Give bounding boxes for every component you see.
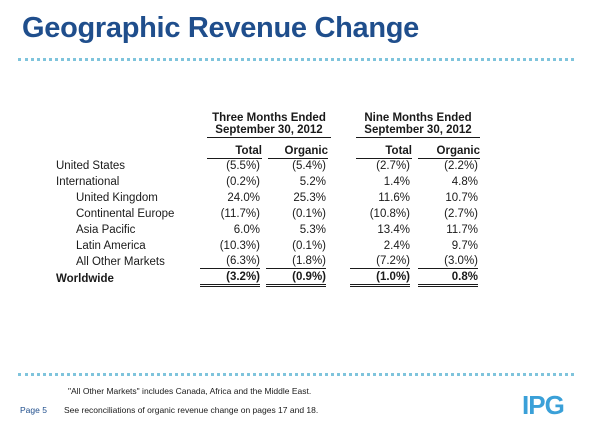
cell-total-3m: (0.2%) <box>226 176 260 188</box>
cell-total-3m: (5.5%) <box>226 160 260 172</box>
row-label: Latin America <box>76 240 146 252</box>
cell-organic-9m: 9.7% <box>451 240 478 252</box>
page-title: Geographic Revenue Change <box>22 12 419 44</box>
dotted-divider-bottom <box>18 373 574 376</box>
column-header-organic-9m: Organic <box>418 144 480 159</box>
cell-organic-3m: (5.4%) <box>292 160 326 172</box>
cell-total-3m: (6.3%) <box>200 254 260 269</box>
cell-organic-9m: 0.8% <box>418 271 478 287</box>
cell-total-9m: 1.4% <box>383 176 410 188</box>
cell-organic-3m: (0.1%) <box>292 240 326 252</box>
cell-total-3m: (3.2%) <box>200 271 260 287</box>
period-header-line2: September 30, 2012 <box>207 124 331 138</box>
table-row-total: Worldwide (3.2%) (0.9%) (1.0%) 0.8% <box>0 271 590 287</box>
table-row: Continental Europe (11.7%) (0.1%) (10.8%… <box>0 206 590 222</box>
row-label: United States <box>56 160 126 172</box>
cell-organic-9m: 10.7% <box>445 192 478 204</box>
page-number: Page 5 <box>20 405 47 415</box>
footnote-reconciliation: See reconciliations of organic revenue c… <box>64 405 319 415</box>
row-label: International <box>56 176 120 188</box>
period-header-line1: Three Months Ended <box>212 112 326 124</box>
cell-organic-9m: 11.7% <box>446 224 478 236</box>
cell-total-3m: 24.0% <box>227 192 260 204</box>
cell-organic-3m: 25.3% <box>293 192 326 204</box>
cell-total-3m: 6.0% <box>233 224 260 236</box>
row-label: All Other Markets <box>76 256 165 268</box>
row-label: Continental Europe <box>76 208 175 220</box>
cell-total-9m: 2.4% <box>383 240 410 252</box>
period-header-nine-months: Nine Months Ended September 30, 2012 <box>356 112 480 138</box>
table-row: International (0.2%) 5.2% 1.4% 4.8% <box>0 174 590 190</box>
column-header-organic-3m: Organic <box>268 144 328 159</box>
column-header-total-9m: Total <box>356 144 412 159</box>
cell-total-9m: (2.7%) <box>376 160 410 172</box>
cell-total-9m: (10.8%) <box>369 208 410 220</box>
cell-organic-9m: 4.8% <box>451 176 478 188</box>
cell-total-3m: (10.3%) <box>219 240 260 252</box>
table-row: Latin America (10.3%) (0.1%) 2.4% 9.7% <box>0 238 590 254</box>
cell-organic-3m: 5.2% <box>299 176 326 188</box>
table-row: Asia Pacific 6.0% 5.3% 13.4% 11.7% <box>0 222 590 238</box>
ipg-logo: IPG <box>522 390 565 420</box>
table-row: All Other Markets (6.3%) (1.8%) (7.2%) (… <box>0 254 590 270</box>
row-label: Worldwide <box>56 273 114 285</box>
cell-total-3m: (11.7%) <box>220 208 260 220</box>
row-label: United Kingdom <box>76 192 158 204</box>
dotted-divider-top <box>18 58 574 61</box>
cell-organic-9m: (2.2%) <box>444 160 478 172</box>
cell-total-9m: (1.0%) <box>350 271 410 287</box>
table-row: United States (5.5%) (5.4%) (2.7%) (2.2%… <box>0 158 590 174</box>
cell-organic-3m: 5.3% <box>299 224 326 236</box>
cell-organic-9m: (3.0%) <box>418 254 478 269</box>
cell-organic-9m: (2.7%) <box>444 208 478 220</box>
column-header-total-3m: Total <box>207 144 262 159</box>
cell-total-9m: (7.2%) <box>350 254 410 269</box>
period-header-line1: Nine Months Ended <box>364 112 472 124</box>
cell-organic-3m: (0.1%) <box>292 208 326 220</box>
period-header-three-months: Three Months Ended September 30, 2012 <box>207 112 331 138</box>
footnote-other-markets: "All Other Markets" includes Canada, Afr… <box>68 386 312 396</box>
table-row: United Kingdom 24.0% 25.3% 11.6% 10.7% <box>0 190 590 206</box>
cell-organic-3m: (1.8%) <box>266 254 326 269</box>
cell-organic-3m: (0.9%) <box>266 271 326 287</box>
period-header-line2: September 30, 2012 <box>356 124 480 138</box>
cell-total-9m: 11.6% <box>378 192 410 204</box>
cell-total-9m: 13.4% <box>377 224 410 236</box>
row-label: Asia Pacific <box>76 224 136 236</box>
